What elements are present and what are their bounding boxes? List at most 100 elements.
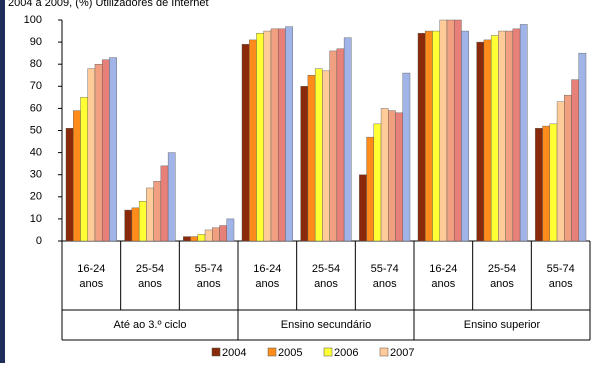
y-tick-label: 30	[30, 169, 42, 181]
x-tick-label: anos	[255, 278, 279, 290]
bar	[138, 201, 147, 242]
x-tick-label: 16-24	[253, 263, 281, 275]
bar	[160, 165, 169, 242]
y-tick-label: 40	[30, 147, 42, 159]
y-tick-label: 10	[30, 213, 42, 225]
legend-label: 2007	[390, 347, 414, 359]
group-label: Ensino superior	[464, 319, 541, 331]
bar	[146, 187, 154, 242]
bar	[542, 125, 551, 242]
bar	[336, 48, 345, 242]
bar	[153, 181, 162, 242]
bar	[505, 30, 514, 242]
bar	[314, 68, 323, 242]
bar	[359, 174, 367, 242]
bar	[65, 128, 74, 242]
group-label: Até ao 3.º ciclo	[113, 319, 186, 331]
bar	[578, 52, 587, 242]
x-tick-label: 55-74	[371, 263, 399, 275]
x-tick-label: 25-54	[136, 263, 164, 275]
left-border	[0, 0, 5, 363]
bar	[131, 207, 140, 242]
bar	[329, 50, 338, 242]
x-tick-label: anos	[314, 278, 338, 290]
x-tick-label: 25-54	[312, 263, 340, 275]
bar	[285, 26, 293, 242]
bar	[256, 33, 264, 242]
y-tick-label: 50	[30, 124, 42, 136]
bar	[402, 72, 411, 242]
bar	[373, 123, 382, 242]
legend-swatch	[323, 347, 333, 357]
x-tick-label: anos	[79, 278, 103, 290]
y-tick-label: 0	[36, 235, 42, 247]
bar	[73, 110, 81, 242]
bar	[109, 57, 117, 242]
legend-label: 2004	[222, 347, 246, 359]
bar	[453, 19, 462, 242]
bar	[94, 63, 103, 242]
x-tick-label: 55-74	[195, 263, 223, 275]
bar	[263, 30, 272, 242]
bar	[197, 234, 206, 242]
bar	[124, 209, 133, 242]
bar	[476, 41, 485, 242]
bar	[512, 28, 521, 242]
bar	[425, 30, 433, 242]
legend-swatch	[211, 347, 221, 357]
bar	[549, 123, 558, 242]
x-tick-label: anos	[431, 278, 455, 290]
bar	[432, 30, 440, 242]
bar	[439, 19, 448, 242]
bar	[564, 94, 572, 242]
bar	[417, 33, 426, 242]
bar	[241, 44, 250, 242]
bar	[249, 39, 257, 242]
bar	[322, 70, 330, 242]
bar	[366, 136, 375, 242]
x-tick-label: anos	[197, 278, 221, 290]
bar	[212, 227, 220, 242]
y-tick-label: 80	[30, 58, 42, 70]
x-tick-label: anos	[549, 278, 573, 290]
bar	[87, 68, 96, 242]
y-tick-label: 70	[30, 80, 42, 92]
bar	[395, 112, 403, 242]
legend-label: 2006	[334, 347, 358, 359]
bar	[277, 28, 286, 242]
bar	[190, 236, 199, 242]
bar	[183, 236, 191, 242]
bar	[167, 152, 176, 242]
bar	[307, 75, 316, 242]
y-tick-label: 60	[30, 102, 42, 114]
bar	[343, 37, 352, 242]
y-tick-label: 20	[30, 191, 42, 203]
bar	[535, 128, 543, 242]
bar	[300, 86, 309, 242]
y-tick-label: 100	[24, 14, 42, 26]
bar	[461, 30, 469, 242]
chart-title: 2004 a 2009, (%) Utilizadores de Interne…	[8, 0, 209, 9]
bar	[219, 225, 227, 242]
bar	[380, 108, 389, 242]
y-tick-label: 90	[30, 36, 42, 48]
x-tick-label: 16-24	[77, 263, 105, 275]
bar	[490, 35, 499, 242]
bar	[226, 218, 235, 242]
bar	[446, 19, 455, 242]
x-tick-label: anos	[138, 278, 162, 290]
legend-label: 2005	[278, 347, 302, 359]
bar	[388, 110, 396, 242]
x-tick-label: 25-54	[488, 263, 516, 275]
legend-swatch	[379, 347, 389, 357]
legend-swatch	[267, 347, 277, 357]
bar	[80, 97, 88, 242]
bar	[101, 59, 110, 242]
x-tick-label: anos	[490, 278, 514, 290]
group-label: Ensino secundário	[281, 319, 372, 331]
bar	[556, 101, 565, 242]
bar	[571, 79, 579, 242]
bar	[483, 39, 492, 242]
bar	[498, 30, 506, 242]
